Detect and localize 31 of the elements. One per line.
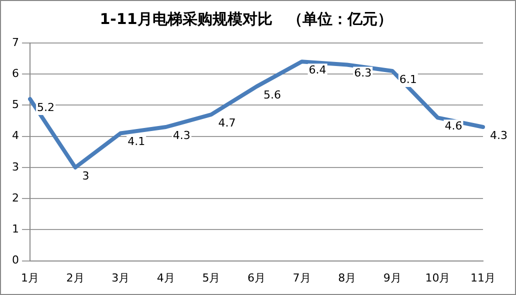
y-tick-label: 0 bbox=[12, 254, 19, 267]
data-label: 4.3 bbox=[172, 128, 190, 142]
y-tick-label: 7 bbox=[12, 36, 19, 49]
data-label: 6.1 bbox=[399, 72, 417, 86]
x-tick-label: 11月 bbox=[470, 271, 496, 284]
data-label: 5.6 bbox=[264, 88, 281, 102]
x-tick-label: 9月 bbox=[383, 271, 402, 284]
x-tick-label: 4月 bbox=[156, 271, 175, 284]
x-tick-label: 2月 bbox=[66, 271, 84, 284]
data-label: 4.6 bbox=[444, 120, 462, 133]
x-tick-label: 1月 bbox=[21, 271, 39, 284]
x-tick-label: 7月 bbox=[292, 271, 311, 284]
y-tick-label: 1 bbox=[12, 222, 19, 236]
data-label: 4.1 bbox=[128, 135, 146, 148]
chart-title: 1-11月电梯采购规模对比 （单位：亿元） bbox=[100, 10, 392, 28]
y-tick-label: 5 bbox=[12, 98, 19, 112]
y-tick-label: 4 bbox=[12, 129, 19, 142]
data-label: 6.3 bbox=[354, 66, 372, 80]
data-label: 3 bbox=[82, 169, 90, 182]
x-tick-label: 5月 bbox=[202, 271, 220, 284]
data-label: 4.7 bbox=[218, 116, 236, 130]
x-tick-label: 10月 bbox=[425, 271, 450, 284]
data-label: 6.4 bbox=[308, 64, 326, 77]
y-tick-label: 3 bbox=[12, 160, 19, 174]
x-tick-label: 3月 bbox=[112, 271, 130, 284]
data-label: 4.3 bbox=[490, 128, 508, 142]
y-tick-label: 6 bbox=[12, 66, 19, 80]
x-tick-label: 6月 bbox=[248, 271, 266, 284]
x-tick-label: 8月 bbox=[338, 271, 356, 284]
data-label: 5.2 bbox=[37, 100, 54, 114]
y-tick-label: 2 bbox=[12, 191, 19, 204]
